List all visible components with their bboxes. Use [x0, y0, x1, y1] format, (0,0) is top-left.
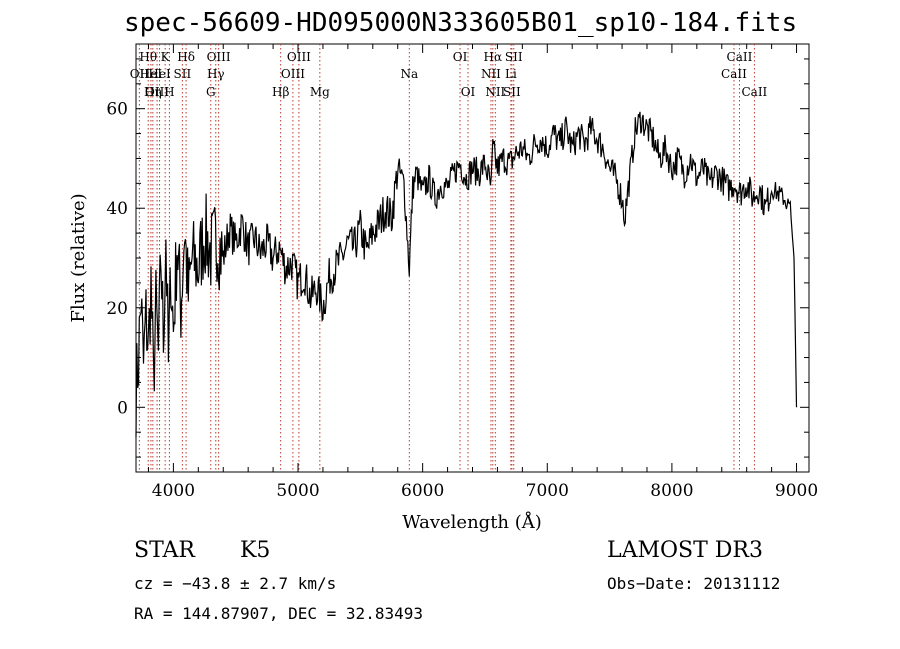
y-tick-label: 60 [106, 100, 128, 120]
line-label-17: Na [400, 67, 418, 81]
coordinates-info: RA = 144.87907, DEC = 32.83493 [134, 604, 423, 623]
y-tick-label: 0 [117, 398, 128, 418]
line-label-5: K [161, 50, 171, 64]
y-axis-label: Flux (relative) [68, 193, 89, 322]
x-tick-label: 8000 [650, 481, 693, 501]
x-tick-label: 7000 [526, 481, 569, 501]
object-subclass: K5 [240, 538, 271, 563]
x-tick-label: 4000 [152, 481, 195, 501]
survey-name: LAMOST DR3 [607, 538, 763, 563]
line-label-9: Hδ [177, 50, 195, 64]
line-label-10: G [206, 85, 216, 99]
line-label-25: SII [505, 50, 523, 64]
line-label-19: OI [461, 85, 476, 99]
line-label-20: NII [481, 67, 501, 81]
line-label-27: CaII [727, 50, 753, 64]
line-label-22: NII [485, 85, 505, 99]
object-class: STAR [134, 538, 195, 563]
line-label-28: CaII [741, 85, 767, 99]
x-tick-label: 9000 [775, 481, 818, 501]
chart-title: spec-56609-HD095000N333605B01_sp10-184.f… [124, 8, 798, 38]
line-label-3: Hη [144, 85, 162, 99]
line-label-14: OIII [281, 67, 305, 81]
line-label-4: OIII [145, 85, 169, 99]
line-label-8: SII [174, 67, 192, 81]
observation-date: Obs−Date: 20131112 [607, 574, 781, 593]
line-label-21: Hα [484, 50, 503, 64]
line-label-16: Mg [310, 85, 330, 99]
line-labels: OIIHθHeIHηOIIIKHeIHSIIHδGHγOIIIHβOIIIOII… [130, 50, 768, 99]
line-label-7: H [164, 85, 174, 99]
line-label-23: SII [503, 85, 521, 99]
line-label-11: Hγ [207, 67, 225, 81]
y-axis: 0 20 40 60 [106, 58, 809, 458]
y-tick-label: 20 [106, 299, 128, 319]
x-tick-label: 6000 [401, 481, 444, 501]
redshift-info: cz = −43.8 ± 2.7 km/s [134, 574, 337, 593]
line-label-1: Hθ [139, 50, 157, 64]
line-label-0: OII [130, 67, 150, 81]
line-label-6: HeI [148, 67, 171, 81]
line-label-26: CaII [721, 67, 747, 81]
line-label-13: Hβ [272, 85, 289, 99]
y-tick-label: 40 [106, 199, 128, 219]
x-axis: 4000 5000 6000 7000 8000 9000 [147, 44, 818, 501]
plot-frame [135, 43, 810, 473]
line-label-24: Li [505, 67, 517, 81]
x-axis-label: Wavelength (Å) [402, 511, 542, 533]
line-label-18: OI [453, 50, 468, 64]
line-markers [138, 44, 755, 472]
spectrum-series [135, 111, 798, 438]
line-label-12: OIII [207, 50, 231, 64]
x-tick-label: 5000 [276, 481, 319, 501]
line-label-2: HeI [140, 67, 163, 81]
line-label-15: OIII [287, 50, 311, 64]
